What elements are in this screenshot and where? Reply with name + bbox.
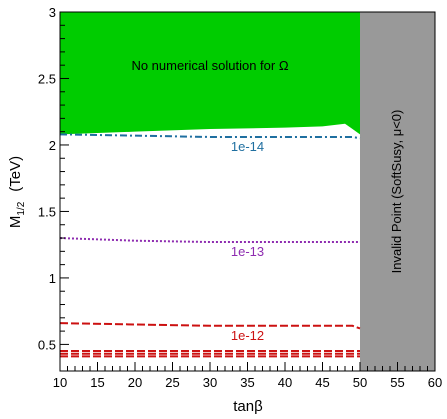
contour-line [59,133,361,140]
x-tick-label: 10 [53,375,67,390]
x-tick-label: 40 [278,375,292,390]
y-tick-label: 1 [49,271,56,286]
x-tick-label: 55 [390,375,404,390]
y-tick-label: 3 [49,5,56,20]
x-tick-label: 45 [315,375,329,390]
y-unit: (TeV) [7,156,24,192]
contour-label: 1e-12 [231,328,264,343]
x-tick-label: 25 [165,375,179,390]
contour-label: 1e-14 [231,139,264,154]
x-tick-label: 50 [353,375,367,390]
y-symbol: M [7,216,24,229]
x-tick-label: 15 [90,375,104,390]
region-label: No numerical solution for Ω [131,58,288,73]
contour-line [59,322,361,330]
y-tick-label: 0.5 [38,337,56,352]
y-tick-label: 1.5 [38,204,56,219]
x-tick-label: 20 [128,375,142,390]
region [60,12,360,135]
x-tick-label: 30 [203,375,217,390]
y-tick-label: 2 [49,138,56,153]
band [360,12,435,371]
y-subscript: 1/2 [16,201,27,215]
x-tick-label: 35 [240,375,254,390]
x-tick-label: 60 [428,375,442,390]
contour-line [59,237,360,244]
y-axis-label: M1/2 (TeV) [7,156,27,228]
x-axis-label: tanβ [233,398,263,415]
band-label: Invalid Point (SoftSusy, μ<0) [389,110,404,274]
contour-label: 1e-13 [231,244,264,259]
y-tick-label: 2.5 [38,71,56,86]
y-axis-label-text: M1/2 (TeV) [7,156,27,228]
